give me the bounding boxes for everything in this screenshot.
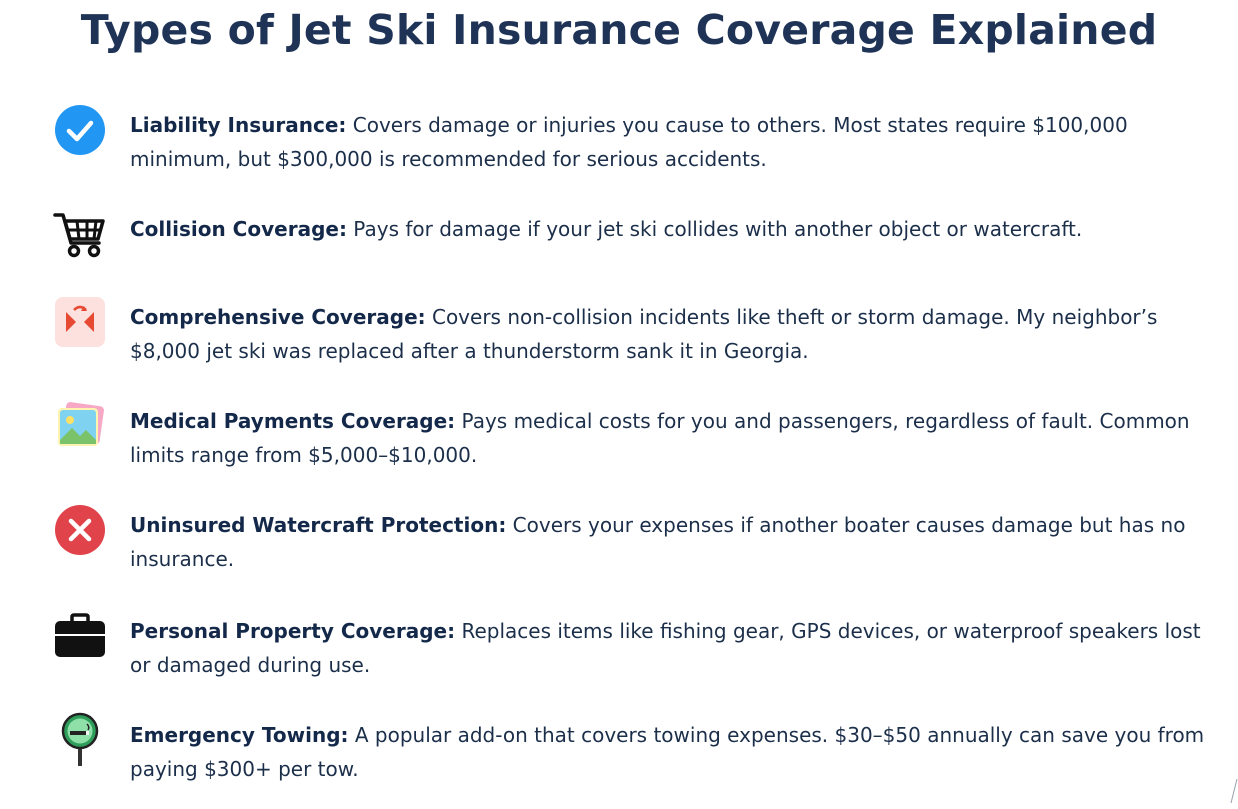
coverage-description: Pays medical costs for you and passenger… — [130, 409, 1190, 467]
coverage-term: Uninsured Watercraft Protection: — [130, 513, 507, 537]
page-title: Types of Jet Ski Insurance Coverage Expl… — [80, 6, 1158, 54]
coverage-text: Uninsured Watercraft Protection: Covers … — [130, 502, 1212, 576]
coverage-item-uninsured: Uninsured Watercraft Protection: Covers … — [52, 502, 1212, 576]
coverage-item-liability: Liability Insurance: Covers damage or in… — [52, 102, 1212, 176]
briefcase-icon — [52, 608, 108, 664]
coverage-description: Covers non-collision incidents like thef… — [130, 305, 1158, 363]
coverage-item-personal-property: Personal Property Coverage: Replaces ite… — [52, 608, 1212, 682]
coverage-item-medical: Medical Payments Coverage: Pays medical … — [52, 398, 1212, 472]
photos-icon — [52, 398, 108, 454]
coverage-text: Collision Coverage: Pays for damage if y… — [130, 206, 1212, 246]
coverage-item-emergency-towing: Emergency Towing: A popular add-on that … — [52, 712, 1212, 786]
coverage-description: Covers your expenses if another boater c… — [130, 513, 1186, 571]
coverage-term: Emergency Towing: — [130, 723, 349, 747]
coverage-text: Liability Insurance: Covers damage or in… — [130, 102, 1212, 176]
coverage-text: Emergency Towing: A popular add-on that … — [130, 712, 1212, 786]
coverage-term: Liability Insurance: — [130, 113, 347, 137]
collision-arrows-icon — [52, 294, 108, 350]
coverage-item-collision: Collision Coverage: Pays for damage if y… — [52, 206, 1212, 262]
smoking-sign-icon — [52, 712, 108, 768]
x-circle-icon — [52, 502, 108, 558]
coverage-text: Comprehensive Coverage: Covers non-colli… — [130, 294, 1212, 368]
corner-decoration — [1230, 778, 1238, 805]
coverage-description: A popular add-on that covers towing expe… — [130, 723, 1205, 781]
coverage-text: Medical Payments Coverage: Pays medical … — [130, 398, 1212, 472]
shopping-cart-icon — [52, 206, 108, 262]
coverage-item-comprehensive: Comprehensive Coverage: Covers non-colli… — [52, 294, 1212, 368]
check-circle-icon — [52, 102, 108, 158]
coverage-text: Personal Property Coverage: Replaces ite… — [130, 608, 1212, 682]
coverage-term: Personal Property Coverage: — [130, 619, 456, 643]
coverage-term: Collision Coverage: — [130, 217, 347, 241]
coverage-description: Covers damage or injuries you cause to o… — [130, 113, 1128, 171]
coverage-description: Replaces items like fishing gear, GPS de… — [130, 619, 1201, 677]
coverage-term: Medical Payments Coverage: — [130, 409, 456, 433]
coverage-description: Pays for damage if your jet ski collides… — [346, 217, 1083, 241]
coverage-term: Comprehensive Coverage: — [130, 305, 426, 329]
